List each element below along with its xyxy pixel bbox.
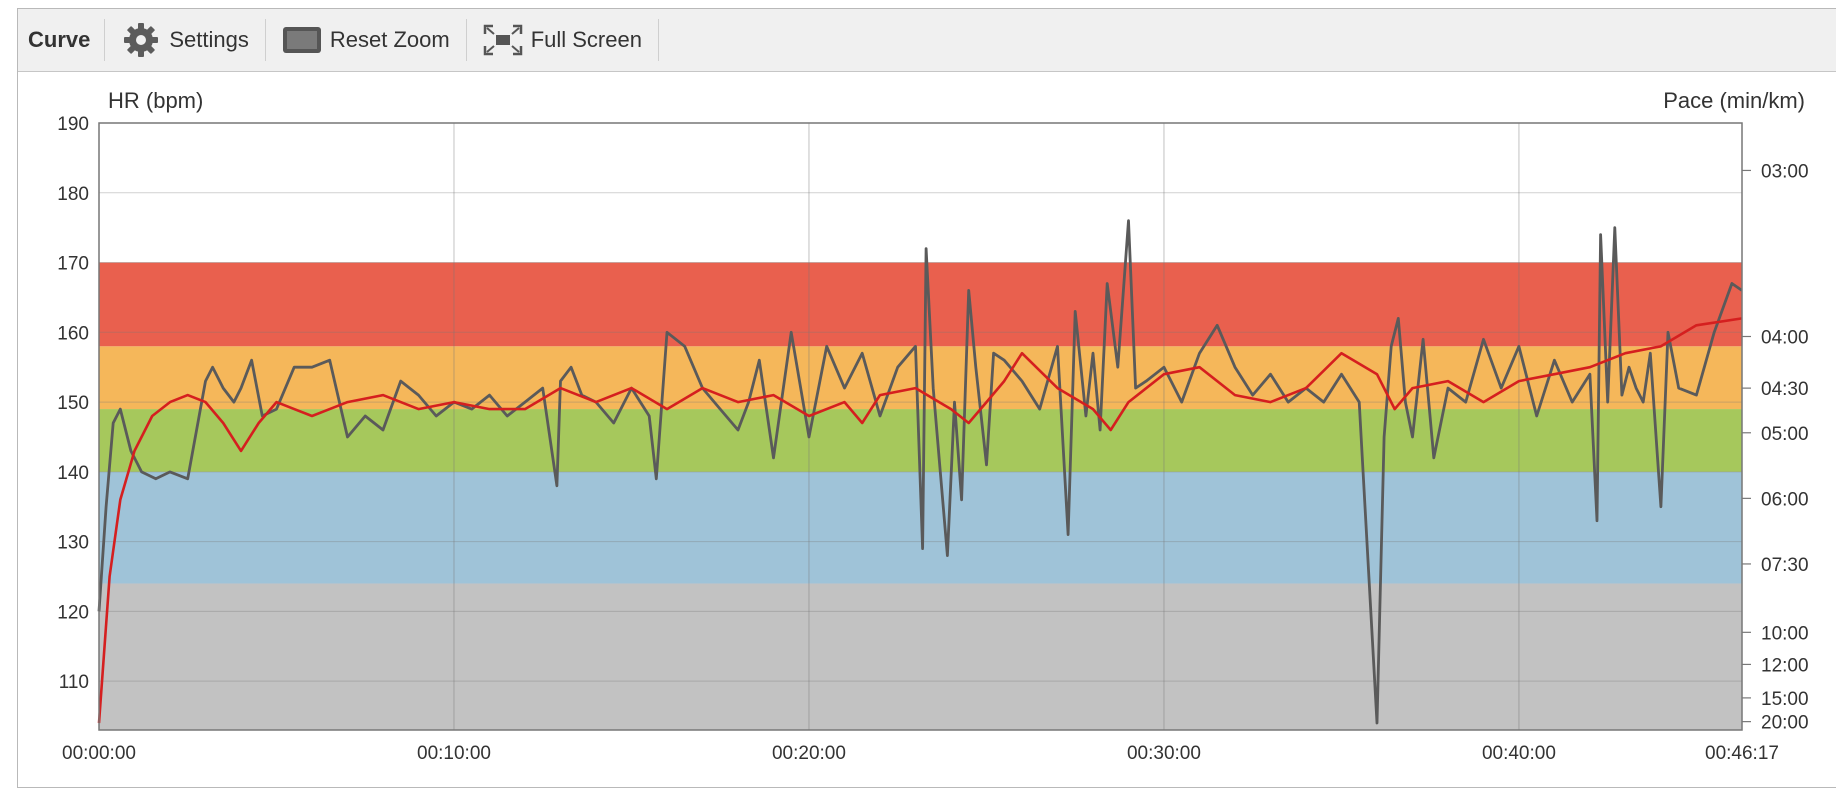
hr-zone-band bbox=[99, 583, 1742, 730]
chart-area[interactable]: 110 120 130 140 150 160 170 180 190 03:00 04:00 04… bbox=[0, 0, 1836, 771]
right-tick-label: 20:00 bbox=[1761, 713, 1809, 734]
y-tick-label: 160 bbox=[57, 323, 89, 344]
right-axis-title: Pace (min/km) bbox=[1663, 88, 1805, 113]
y-tick-label: 110 bbox=[59, 672, 89, 693]
x-tick-label: 00:30:00 bbox=[1127, 743, 1201, 764]
right-tick-label: 04:00 bbox=[1761, 327, 1809, 348]
hr-zone-band bbox=[99, 262, 1742, 347]
x-axis: 00:00:00 00:10:00 00:20:00 00:30:00 00:40:00… bbox=[62, 743, 1779, 764]
settings-button[interactable]: Settings bbox=[105, 19, 266, 61]
x-tick-label: 00:46:17 bbox=[1705, 743, 1779, 764]
hr-pace-chart[interactable]: 110 120 130 140 150 160 170 180 190 03:00 04:00 04… bbox=[0, 0, 1836, 766]
panel-title: Curve bbox=[18, 19, 106, 61]
right-tick-label: 10:00 bbox=[1761, 623, 1809, 644]
x-tick-label: 00:10:00 bbox=[417, 743, 491, 764]
y-tick-label: 130 bbox=[57, 533, 89, 554]
right-tick-label: 07:30 bbox=[1761, 555, 1809, 576]
pace-series-line bbox=[97, 219, 1743, 725]
left-axis-title: HR (bpm) bbox=[108, 88, 203, 113]
full-screen-button[interactable]: Full Screen bbox=[467, 19, 659, 61]
full-screen-icon bbox=[483, 22, 523, 58]
right-tick-label: 06:00 bbox=[1761, 489, 1809, 510]
y-tick-label: 190 bbox=[57, 114, 89, 135]
y-tick-label: 180 bbox=[57, 184, 89, 205]
gear-icon bbox=[121, 22, 161, 58]
x-tick-label: 00:20:00 bbox=[772, 743, 846, 764]
hr-series-line bbox=[97, 317, 1743, 724]
right-axis: 03:00 04:00 04:30 05:00 06:00 07:30 10:00 12:00… bbox=[1742, 161, 1809, 734]
reset-zoom-label: Reset Zoom bbox=[329, 27, 450, 52]
right-tick-label: 15:00 bbox=[1761, 689, 1809, 710]
right-tick-label: 04:30 bbox=[1761, 379, 1809, 400]
right-tick-label: 05:00 bbox=[1761, 424, 1809, 445]
reset-zoom-icon bbox=[282, 22, 322, 58]
right-tick-label: 12:00 bbox=[1761, 655, 1809, 676]
reset-zoom-button[interactable]: Reset Zoom bbox=[266, 19, 467, 61]
x-tick-label: 00:40:00 bbox=[1482, 743, 1556, 764]
x-tick-label: 00:00:00 bbox=[62, 743, 136, 764]
full-screen-label: Full Screen bbox=[530, 27, 642, 52]
y-tick-label: 170 bbox=[57, 254, 89, 275]
left-axis: 110 120 130 140 150 160 170 180 190 bbox=[57, 114, 89, 693]
plot-frame bbox=[98, 122, 1743, 731]
y-tick-label: 140 bbox=[57, 463, 89, 484]
settings-label: Settings bbox=[169, 27, 249, 52]
hr-zones bbox=[99, 262, 1742, 730]
toolbar: Curve Settings bbox=[18, 9, 1836, 72]
hr-zone-band bbox=[99, 346, 1742, 410]
y-tick-label: 120 bbox=[57, 602, 89, 623]
series bbox=[97, 219, 1743, 725]
y-tick-label: 150 bbox=[57, 393, 89, 414]
right-tick-label: 03:00 bbox=[1761, 161, 1809, 182]
